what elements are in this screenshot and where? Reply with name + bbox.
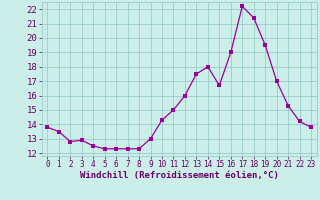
X-axis label: Windchill (Refroidissement éolien,°C): Windchill (Refroidissement éolien,°C) [80, 171, 279, 180]
